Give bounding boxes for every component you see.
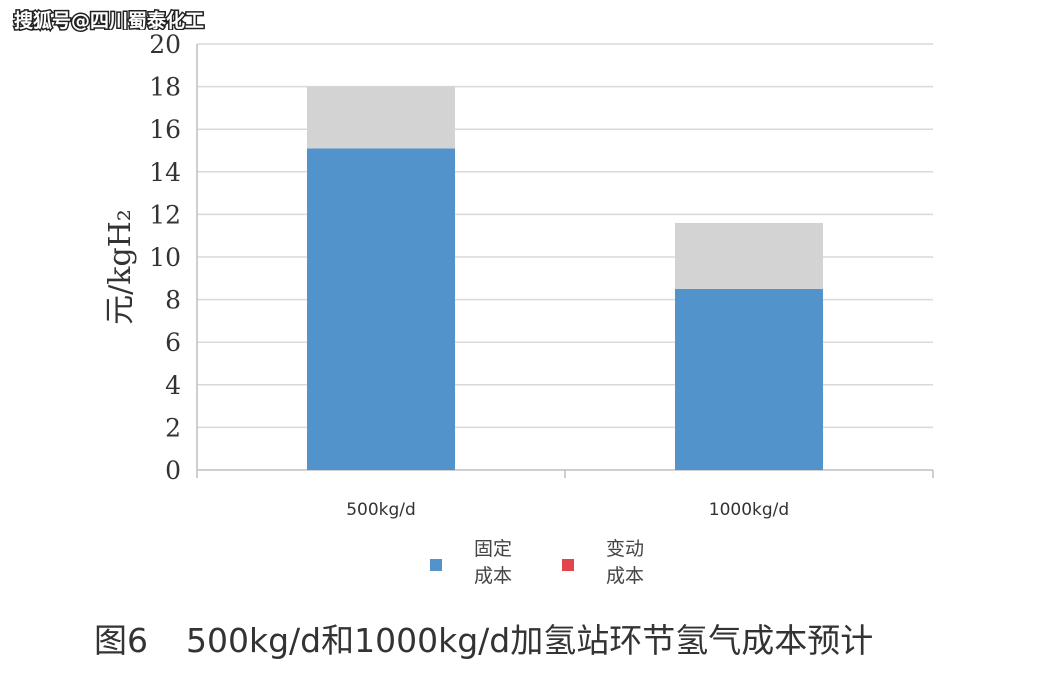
legend-label-line: 变动 — [606, 538, 644, 560]
y-tick-label: 8 — [165, 286, 181, 315]
y-tick-label: 4 — [165, 371, 181, 400]
y-tick-label: 2 — [165, 413, 181, 442]
y-tick-label: 14 — [149, 158, 181, 187]
bar-segment — [675, 288, 823, 470]
y-tick-label: 18 — [149, 73, 181, 102]
legend-label-line: 固定 — [474, 538, 512, 560]
bar-segment — [675, 222, 823, 289]
x-category-label: 1000kg/d — [709, 500, 789, 520]
y-axis-title: 元/kgH₂ — [103, 209, 138, 325]
figure-caption: 图6 500kg/d和1000kg/d加氢站环节氢气成本预计 — [94, 614, 873, 662]
legend-label-line: 成本 — [474, 565, 512, 587]
legend-swatch — [430, 559, 442, 571]
y-tick-label: 10 — [149, 243, 181, 272]
bar-segment — [307, 86, 455, 149]
y-tick-label: 12 — [149, 200, 181, 229]
y-tick-label: 20 — [149, 30, 181, 59]
figure-number: 图6 — [94, 621, 148, 660]
legend-swatch — [562, 559, 574, 571]
figure-title: 500kg/d和1000kg/d加氢站环节氢气成本预计 — [186, 621, 874, 660]
y-tick-label: 16 — [149, 115, 181, 144]
legend-label-line: 成本 — [606, 565, 644, 587]
watermark-text: 搜狐号@四川蜀泰化工 — [12, 9, 205, 34]
x-category-label: 500kg/d — [346, 500, 416, 520]
y-tick-label: 0 — [165, 456, 181, 485]
stacked-bar-chart: 0 2 4 6 8 10 12 14 16 18 20 500kg/d 1000kg/d 元/kgH₂ 固定… — [103, 30, 934, 587]
bar-segment — [307, 148, 455, 470]
y-tick-label: 6 — [165, 328, 181, 357]
